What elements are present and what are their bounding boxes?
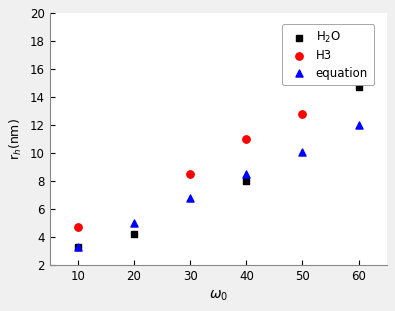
X-axis label: $\omega_0$: $\omega_0$ [209,288,228,303]
H3 [75,225,81,230]
H3 [299,111,306,116]
equation [131,220,137,225]
equation [299,149,306,154]
Legend: H$_2$O, H3, equation: H$_2$O, H3, equation [282,24,374,86]
H$_2$O [75,244,81,249]
equation [243,172,250,177]
H$_2$O [243,179,250,183]
H$_2$O [131,232,137,237]
equation [187,195,193,200]
H3 [187,172,193,177]
equation [356,123,362,128]
equation [75,244,81,249]
H3 [356,30,362,35]
Y-axis label: r$_h$(nm): r$_h$(nm) [8,118,24,160]
H3 [243,137,250,142]
H$_2$O [356,85,362,90]
